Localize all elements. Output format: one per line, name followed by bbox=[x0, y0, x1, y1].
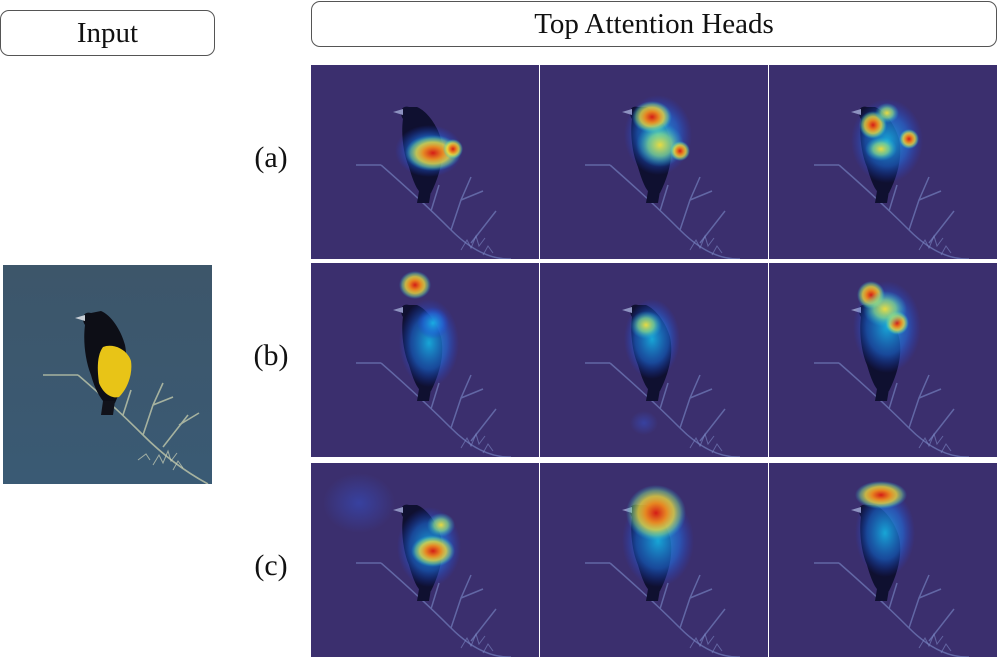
attention-map-c3 bbox=[768, 463, 997, 657]
input-header-label: Input bbox=[76, 16, 139, 49]
attention-map-b2 bbox=[539, 263, 769, 457]
row-label-a: (a) bbox=[254, 141, 288, 174]
attention-heads-header: Top Attention Heads bbox=[311, 1, 997, 47]
attention-map-b1 bbox=[311, 263, 540, 457]
attention-map-c2 bbox=[539, 463, 769, 657]
attention-map-a2 bbox=[539, 65, 769, 259]
attention-map-a1 bbox=[311, 65, 540, 259]
attention-map-c1 bbox=[311, 463, 540, 657]
attention-map-b3 bbox=[768, 263, 997, 457]
attention-heads-header-label: Top Attention Heads bbox=[534, 7, 774, 40]
attention-map-a3 bbox=[768, 65, 997, 259]
attention-row-c bbox=[311, 463, 997, 657]
input-bird-photo bbox=[3, 265, 212, 484]
attention-row-a bbox=[311, 65, 997, 259]
row-label-b: (b) bbox=[253, 339, 289, 372]
bird-icon bbox=[75, 311, 132, 415]
attention-row-b bbox=[311, 263, 997, 457]
input-header: Input bbox=[0, 10, 215, 56]
row-label-c: (c) bbox=[254, 549, 288, 582]
